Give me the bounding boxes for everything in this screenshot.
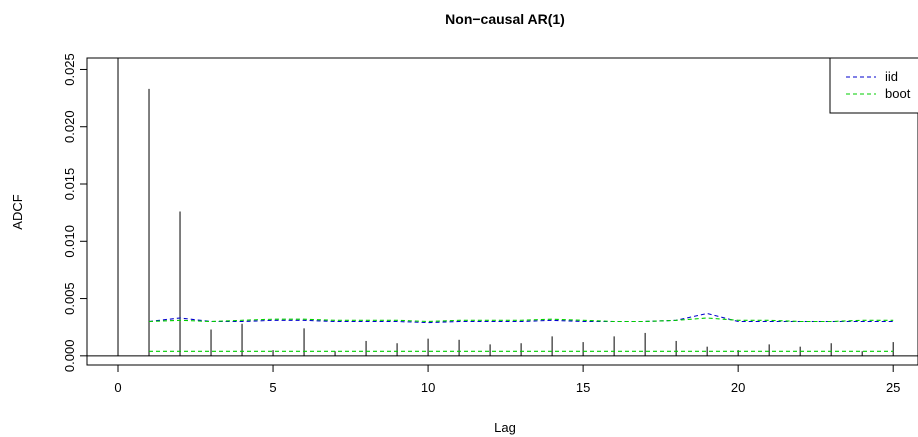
y-tick-label: 0.020 bbox=[62, 110, 77, 143]
x-tick-label: 25 bbox=[886, 380, 900, 395]
y-tick-label: 0.010 bbox=[62, 225, 77, 258]
plot-content bbox=[87, 58, 918, 357]
y-tick-label: 0.005 bbox=[62, 282, 77, 315]
x-axis: 0 5 10 15 20 25 bbox=[114, 364, 900, 395]
y-axis-label: ADCF bbox=[10, 194, 25, 229]
legend-label-iid: iid bbox=[885, 69, 898, 84]
y-tick-label: 0.015 bbox=[62, 168, 77, 201]
x-axis-label: Lag bbox=[494, 420, 516, 435]
x-tick-label: 20 bbox=[731, 380, 745, 395]
plot-area bbox=[86, 57, 918, 366]
x-tick-label: 10 bbox=[421, 380, 435, 395]
legend-box bbox=[829, 57, 918, 114]
x-tick-label: 5 bbox=[269, 380, 276, 395]
y-tick-label: 0.025 bbox=[62, 53, 77, 86]
x-tick-label: 15 bbox=[576, 380, 590, 395]
series-line-boot bbox=[148, 317, 894, 323]
legend-label-boot: boot bbox=[885, 86, 911, 101]
series-line-iid bbox=[148, 312, 894, 324]
x-tick-label: 0 bbox=[114, 380, 121, 395]
chart-title: Non−causal AR(1) bbox=[445, 11, 565, 27]
legend: iid boot bbox=[829, 57, 918, 114]
y-axis: 0.000 0.005 0.010 0.015 0.020 0.025 bbox=[62, 53, 88, 373]
y-tick-label: 0.000 bbox=[62, 340, 77, 373]
